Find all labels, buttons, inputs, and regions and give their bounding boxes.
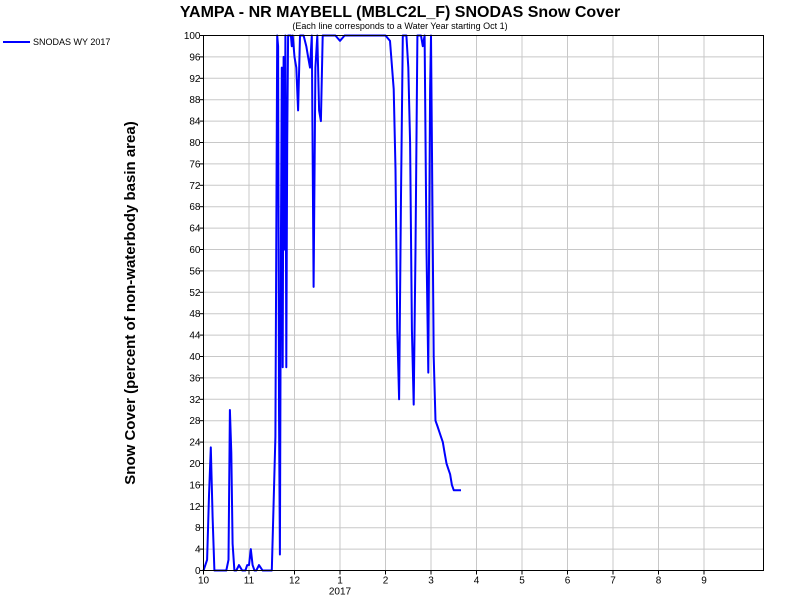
y-tick-label: 0: [195, 566, 201, 577]
y-tick-label: 72: [189, 181, 201, 192]
y-tick-label: 92: [189, 74, 201, 85]
x-year-label: 2017: [329, 587, 352, 598]
y-tick-label: 28: [189, 416, 201, 427]
y-tick-label: 20: [189, 459, 201, 470]
y-tick-label: 80: [189, 138, 201, 149]
y-axis-ticks: 0481216202428323640444852566064687276808…: [184, 31, 204, 577]
x-tick-label: 8: [656, 576, 662, 587]
series-layer: [202, 34, 461, 572]
x-tick-label: 2: [383, 576, 389, 587]
y-tick-label: 32: [189, 395, 201, 406]
x-tick-label: 7: [610, 576, 616, 587]
x-tick-label: 10: [198, 576, 210, 587]
y-tick-label: 68: [189, 202, 201, 213]
y-tick-label: 60: [189, 245, 201, 256]
y-tick-label: 12: [189, 502, 201, 513]
y-tick-label: 88: [189, 95, 201, 106]
y-tick-label: 96: [189, 52, 201, 63]
y-tick-label: 84: [189, 117, 201, 128]
y-tick-label: 8: [195, 523, 201, 534]
y-tick-label: 44: [189, 331, 201, 342]
legend: SNODAS WY 2017: [3, 37, 110, 47]
x-tick-label: 12: [289, 576, 301, 587]
y-tick-label: 52: [189, 288, 201, 299]
x-tick-label: 3: [428, 576, 434, 587]
x-tick-label: 5: [519, 576, 525, 587]
y-axis-label: Snow Cover (percent of non-waterbody bas…: [122, 121, 139, 484]
chart-subtitle: (Each line corresponds to a Water Year s…: [292, 21, 507, 31]
y-tick-label: 56: [189, 266, 201, 277]
plot-frame: [203, 35, 764, 571]
x-tick-label: 9: [701, 576, 707, 587]
y-tick-label: 64: [189, 224, 201, 235]
x-tick-label: 6: [565, 576, 571, 587]
y-tick-label: 48: [189, 309, 201, 320]
series-line: [202, 34, 461, 572]
x-tick-label: 1: [337, 576, 343, 587]
y-tick-label: 16: [189, 480, 201, 491]
chart-title: YAMPA - NR MAYBELL (MBLC2L_F) SNODAS Sno…: [180, 4, 620, 21]
y-tick-label: 36: [189, 373, 201, 384]
x-tick-label: 11: [244, 576, 255, 587]
y-tick-label: 4: [195, 545, 201, 556]
grid: [203, 35, 764, 571]
y-tick-label: 24: [189, 438, 201, 449]
y-tick-label: 40: [189, 352, 201, 363]
y-tick-label: 100: [184, 31, 201, 42]
x-tick-label: 4: [474, 576, 480, 587]
legend-label: SNODAS WY 2017: [33, 37, 110, 47]
y-tick-label: 76: [189, 159, 201, 170]
